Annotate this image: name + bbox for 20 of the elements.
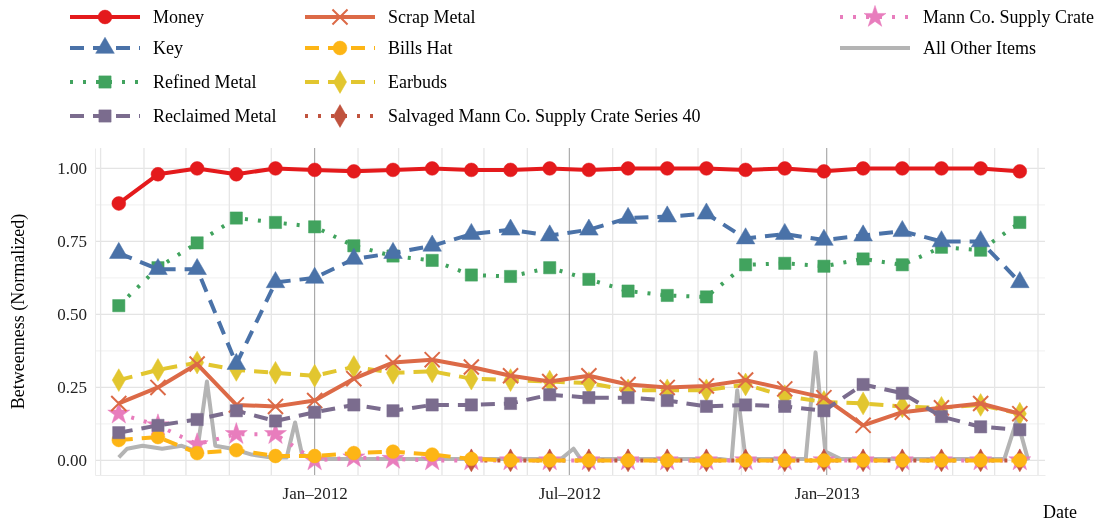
y-axis-title: Betweenness (Normalized) (8, 213, 29, 410)
legend-label: Mann Co. Supply Crate (923, 7, 1094, 27)
legend-label: Key (153, 38, 183, 58)
legend-label: Salvaged Mann Co. Supply Crate Series 40 (388, 106, 701, 126)
legend-label: Earbuds (388, 72, 447, 92)
y-tick-label: 0.75 (57, 232, 87, 252)
y-tick-label: 0.00 (57, 451, 87, 471)
legend-label: All Other Items (923, 38, 1036, 58)
legend-label: Refined Metal (153, 72, 257, 92)
x-tick-label: Jan–2012 (282, 484, 348, 504)
legend-label: Money (153, 7, 204, 27)
y-tick-label: 1.00 (57, 159, 87, 179)
y-tick-label: 0.25 (57, 378, 87, 398)
x-axis-title: Date (1043, 502, 1077, 522)
legend-label: Reclaimed Metal (153, 106, 277, 126)
legend-label: Scrap Metal (388, 7, 476, 27)
legend-label: Bills Hat (388, 38, 453, 58)
x-tick-label: Jan–2013 (794, 484, 860, 504)
x-tick-label: Jul–2012 (538, 484, 601, 504)
y-tick-label: 0.50 (57, 305, 87, 325)
